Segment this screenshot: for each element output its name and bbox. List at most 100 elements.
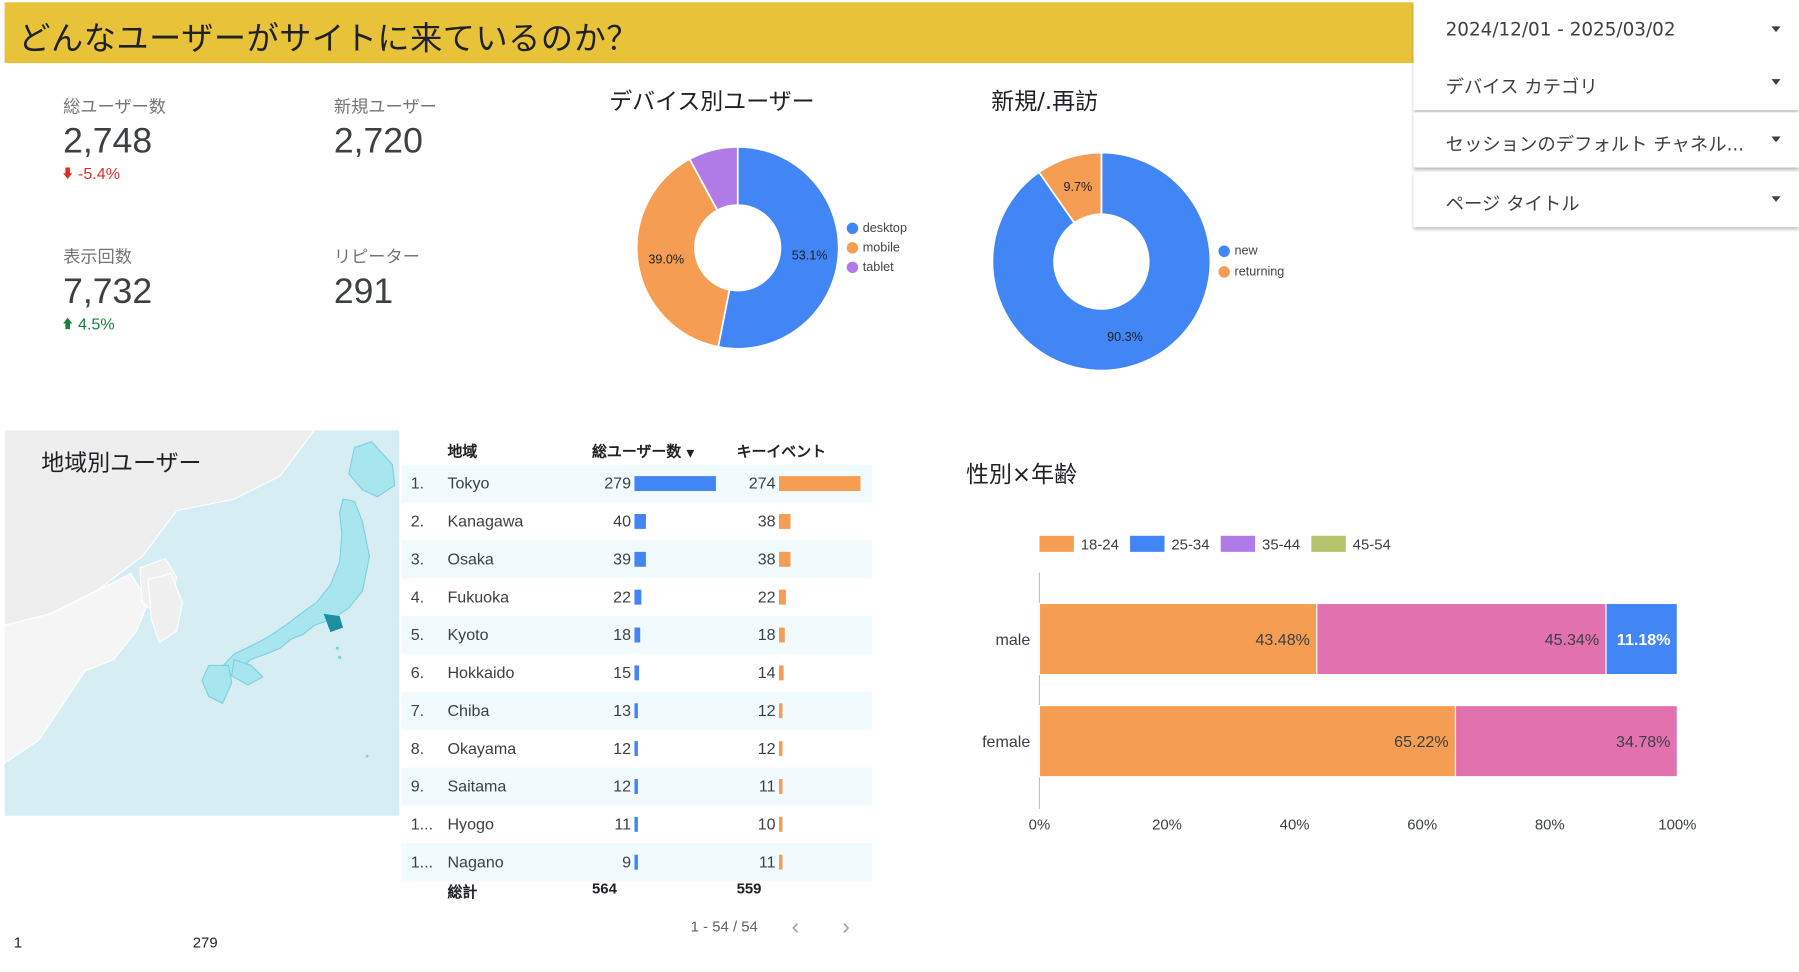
legend-label-35-44[interactable]: 35-44 [1262, 538, 1300, 554]
category-label-male: male [995, 631, 1030, 649]
pagination-info: 1 - 54 / 54 [690, 917, 758, 936]
row-users-bar [634, 627, 640, 643]
kpi-total-users: 総ユーザー数 2,748 -5.4% [63, 94, 166, 182]
next-page-icon[interactable]: › [842, 914, 850, 940]
legend-label-18-24[interactable]: 18-24 [1081, 538, 1119, 554]
row-rank: 7. [410, 701, 425, 720]
date-range-filter[interactable]: 2024/12/01 - 2025/03/02 [1413, 2, 1799, 58]
bar-segment-male-18-24[interactable] [1038, 602, 1318, 676]
legend-desktop[interactable]: desktop [846, 221, 907, 236]
table-row[interactable]: 3. Osaka 39 38 [401, 540, 872, 579]
newret-slice-label: 90.3% [1107, 330, 1143, 344]
date-range-label: 2024/12/01 - 2025/03/02 [1445, 18, 1676, 41]
row-region: Saitama [447, 776, 507, 796]
row-users-bar [634, 816, 638, 832]
x-tick-label: 0% [1029, 817, 1051, 833]
legend-returning[interactable]: returning [1218, 265, 1284, 279]
arrow-up-icon [63, 317, 73, 330]
column-header-region[interactable]: 地域 [447, 444, 478, 462]
newret-hole [1053, 213, 1150, 310]
kpi-label: 新規ユーザー [333, 96, 437, 118]
legend-swatch [1218, 245, 1230, 257]
row-region: Kyoto [447, 625, 489, 644]
row-rank: 1. [410, 473, 425, 493]
page-title-filter-label: ページ タイトル [1445, 192, 1580, 215]
x-tick-label: 100% [1658, 817, 1696, 833]
japan-map-graphic [4, 430, 396, 764]
row-events-value: 22 [757, 587, 776, 606]
device-slice-label: 53.1% [792, 248, 828, 262]
channel-filter[interactable]: セッションのデフォルト チャネル... [1413, 112, 1799, 168]
legend-swatch [1220, 535, 1256, 552]
x-tick-label: 80% [1535, 817, 1565, 833]
device-chart-title: デバイス別ユーザー [609, 87, 815, 115]
gender-age-bar-chart: 18-24 25-34 35-44 45-54 male 43.48% 45.34% 11.1… [982, 535, 1696, 833]
table-row[interactable]: 7. Chiba 13 12 [401, 691, 872, 730]
kpi-pageviews: 表示回数 7,732 4.5% [63, 244, 152, 333]
dropdown-caret-icon [1771, 26, 1781, 33]
kpi-delta: -5.4% [63, 164, 166, 182]
column-header-users-label: 総ユーザー数 [592, 444, 682, 462]
row-rank: 6. [410, 663, 425, 682]
row-users-value: 40 [613, 511, 632, 531]
column-header-events[interactable]: キーイベント [736, 444, 827, 462]
row-users-bar [634, 741, 638, 757]
legend-label: mobile [862, 240, 900, 255]
bar-segment-male-series-5[interactable] [1605, 602, 1678, 676]
row-users-value: 11 [614, 814, 632, 833]
kpi-value: 2,748 [63, 120, 153, 161]
row-users-value: 12 [613, 776, 632, 796]
row-region: Fukuoka [447, 587, 510, 606]
legend-swatch [1130, 535, 1165, 552]
page-title-filter[interactable]: ページ タイトル [1413, 172, 1799, 228]
legend-label: new [1234, 244, 1258, 259]
legend-swatch [846, 261, 859, 274]
table-row[interactable]: 2. Kanagawa 40 38 [402, 503, 872, 541]
row-rank: 3. [410, 549, 425, 568]
legend-label-25-34[interactable]: 25-34 [1171, 538, 1209, 554]
column-header-users[interactable]: 総ユーザー数 ▼ [592, 439, 694, 461]
table-row[interactable]: 1. Tokyo 279 274 [401, 464, 872, 503]
row-events-value: 12 [757, 701, 776, 720]
prev-page-icon[interactable]: ‹ [791, 914, 800, 940]
device-hole [694, 204, 782, 292]
bar-segment-male-series-4[interactable] [1316, 602, 1607, 676]
x-tick-label: 20% [1152, 817, 1182, 833]
legend-new[interactable]: new [1218, 244, 1258, 259]
table-row[interactable]: 6. Hokkaido 15 14 [402, 654, 872, 692]
device-slice-mobile[interactable] [635, 157, 739, 348]
dropdown-caret-icon [1771, 79, 1781, 85]
legend-mobile[interactable]: mobile [846, 240, 900, 255]
region-map[interactable]: 地域別ユーザー [4, 430, 400, 816]
device-category-filter[interactable]: デバイス カテゴリ [1413, 55, 1799, 111]
arrow-down-icon [63, 167, 73, 179]
row-events-bar [779, 816, 783, 832]
row-region: Hyogo [447, 814, 494, 833]
bar-value-label: 11.18% [1617, 631, 1671, 649]
bar-segment-female-18-24[interactable] [1038, 705, 1457, 778]
table-row[interactable]: 1... Hyogo 11 10 [402, 805, 872, 843]
table-row[interactable]: 5. Kyoto 18 18 [401, 616, 872, 654]
table-row[interactable]: 1... Nagano 9 11 [401, 843, 872, 882]
map-title: 地域別ユーザー [41, 448, 202, 477]
table-row[interactable]: 9. Saitama 12 11 [401, 767, 872, 806]
legend-label: desktop [862, 221, 907, 236]
gender-age-chart-title: 性別×年齢 [966, 460, 1078, 488]
row-events-value: 38 [757, 549, 776, 568]
device-category-label: デバイス カテゴリ [1445, 75, 1598, 98]
row-users-bar [634, 476, 716, 492]
row-rank: 1... [410, 852, 434, 871]
x-tick-label: 60% [1407, 817, 1437, 833]
table-row[interactable]: 8. Okayama 12 12 [402, 730, 872, 768]
row-rank: 4. [410, 587, 425, 606]
row-events-value: 11 [758, 776, 776, 796]
kpi-repeaters: リピーター 291 [334, 244, 420, 312]
legend-label-45-54[interactable]: 45-54 [1353, 538, 1391, 554]
new-returning-donut-chart: 90.3% 9.7% [991, 151, 1212, 372]
kpi-value: 291 [333, 270, 394, 311]
bar-segment-female-series-4[interactable] [1454, 705, 1678, 778]
row-users-bar [634, 779, 638, 794]
table-row[interactable]: 4. Fukuoka 22 22 [402, 578, 872, 616]
legend-tablet[interactable]: tablet [846, 260, 894, 274]
dropdown-caret-icon [1771, 196, 1781, 202]
